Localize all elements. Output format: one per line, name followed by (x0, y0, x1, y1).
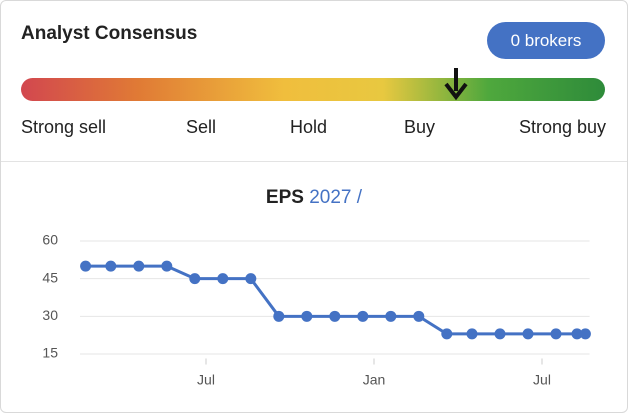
gauge-label: Sell (186, 117, 217, 137)
card-title: Analyst Consensus (21, 23, 198, 44)
point (105, 260, 117, 272)
point (385, 310, 397, 322)
gauge-label: Hold (290, 117, 328, 137)
point (245, 273, 257, 285)
gauge-label: Strong buy (518, 117, 606, 137)
point (161, 260, 173, 272)
divider (1, 161, 627, 162)
point (357, 310, 369, 322)
point (217, 273, 229, 285)
point (329, 310, 341, 322)
y-tick-label: 45 (42, 269, 58, 285)
line (85, 264, 586, 336)
point (466, 328, 478, 340)
brokers-button[interactable]: 0 brokers (487, 22, 605, 59)
x-tick-label: Jul (533, 372, 551, 388)
chart-subtitle: 2027 / (309, 187, 363, 208)
point (550, 328, 562, 340)
point (133, 260, 145, 272)
point (441, 328, 453, 340)
chart-title: EPS 2027 / (266, 187, 363, 208)
x-tick-label: Jul (197, 372, 215, 388)
y-tick-label: 60 (42, 232, 58, 248)
point (494, 328, 506, 340)
point (571, 328, 583, 340)
point (80, 260, 92, 272)
point (189, 273, 201, 285)
gauge-label: Strong sell (21, 117, 107, 137)
x-tick-label: Jan (363, 372, 386, 388)
y-tick-label: 15 (42, 345, 58, 361)
chart-title-text: EPS (266, 187, 304, 208)
point (413, 310, 425, 322)
point (273, 310, 285, 322)
y-tick-label: 30 (42, 307, 58, 323)
gauge-label: Buy (404, 117, 436, 137)
point (301, 310, 313, 322)
point (522, 328, 534, 340)
point (579, 328, 591, 340)
